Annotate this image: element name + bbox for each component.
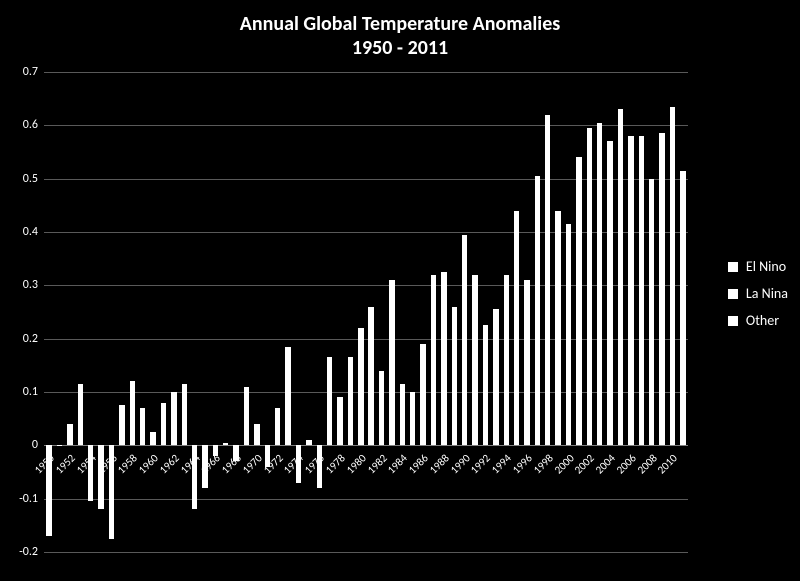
bar bbox=[57, 445, 62, 446]
legend-swatch bbox=[728, 316, 738, 326]
chart-title-line2: 1950 - 2011 bbox=[0, 36, 800, 60]
bar bbox=[649, 179, 654, 446]
bar bbox=[441, 272, 446, 445]
bar bbox=[420, 344, 425, 445]
y-tick-label: 0.1 bbox=[4, 385, 38, 399]
gridline bbox=[44, 499, 688, 500]
bar bbox=[140, 408, 145, 445]
bar bbox=[244, 387, 249, 446]
bar bbox=[493, 309, 498, 445]
bar bbox=[254, 424, 259, 445]
bar bbox=[368, 307, 373, 446]
plot-area bbox=[44, 72, 688, 552]
legend-label: La Nina bbox=[746, 285, 788, 302]
baseline bbox=[44, 445, 688, 446]
bar bbox=[130, 381, 135, 445]
y-tick-label: 0.7 bbox=[4, 65, 38, 79]
y-tick-label: 0.2 bbox=[4, 332, 38, 346]
bar bbox=[285, 347, 290, 446]
bar bbox=[161, 403, 166, 446]
legend-swatch bbox=[728, 289, 738, 299]
bar bbox=[400, 384, 405, 445]
bar bbox=[452, 307, 457, 446]
gridline bbox=[44, 72, 688, 73]
bar bbox=[607, 141, 612, 445]
bar bbox=[514, 211, 519, 446]
y-tick-label: 0.3 bbox=[4, 278, 38, 292]
bar bbox=[628, 136, 633, 445]
y-tick-label: -0.2 bbox=[4, 545, 38, 559]
bar bbox=[78, 384, 83, 445]
bar bbox=[389, 280, 394, 445]
bar bbox=[462, 235, 467, 446]
legend-item: La Nina bbox=[728, 285, 788, 302]
y-tick-label: 0 bbox=[4, 438, 38, 452]
y-tick-label: 0.6 bbox=[4, 118, 38, 132]
bar bbox=[410, 392, 415, 445]
bar bbox=[119, 405, 124, 445]
bar bbox=[618, 109, 623, 445]
bar bbox=[171, 392, 176, 445]
bar bbox=[670, 107, 675, 446]
bar bbox=[545, 115, 550, 446]
bar bbox=[431, 275, 436, 446]
bar bbox=[597, 123, 602, 446]
bar bbox=[379, 371, 384, 446]
legend-item: Other bbox=[728, 312, 788, 329]
chart-title-line1: Annual Global Temperature Anomalies bbox=[0, 12, 800, 36]
bar bbox=[306, 440, 311, 445]
bar bbox=[504, 275, 509, 446]
bar bbox=[150, 432, 155, 445]
bar bbox=[566, 224, 571, 445]
bar bbox=[358, 328, 363, 445]
bar bbox=[327, 357, 332, 445]
bar bbox=[483, 325, 488, 445]
bar bbox=[223, 443, 228, 446]
y-tick-label: -0.1 bbox=[4, 492, 38, 506]
bar bbox=[555, 211, 560, 446]
bar bbox=[587, 128, 592, 445]
bar bbox=[535, 176, 540, 445]
bar bbox=[680, 171, 685, 446]
bar bbox=[639, 136, 644, 445]
gridline bbox=[44, 552, 688, 553]
bar bbox=[348, 357, 353, 445]
bar bbox=[337, 397, 342, 445]
bar bbox=[182, 384, 187, 445]
legend-swatch bbox=[728, 262, 738, 272]
y-tick-label: 0.5 bbox=[4, 172, 38, 186]
gridline bbox=[44, 125, 688, 126]
bar bbox=[275, 408, 280, 445]
legend-label: El Nino bbox=[746, 258, 786, 275]
legend: El Nino La Nina Other bbox=[728, 258, 788, 339]
legend-item: El Nino bbox=[728, 258, 788, 275]
bar bbox=[659, 133, 664, 445]
bar bbox=[524, 280, 529, 445]
bar bbox=[576, 157, 581, 445]
y-tick-label: 0.4 bbox=[4, 225, 38, 239]
bar bbox=[472, 275, 477, 446]
bar bbox=[67, 424, 72, 445]
legend-label: Other bbox=[746, 312, 779, 329]
bar bbox=[98, 445, 103, 509]
